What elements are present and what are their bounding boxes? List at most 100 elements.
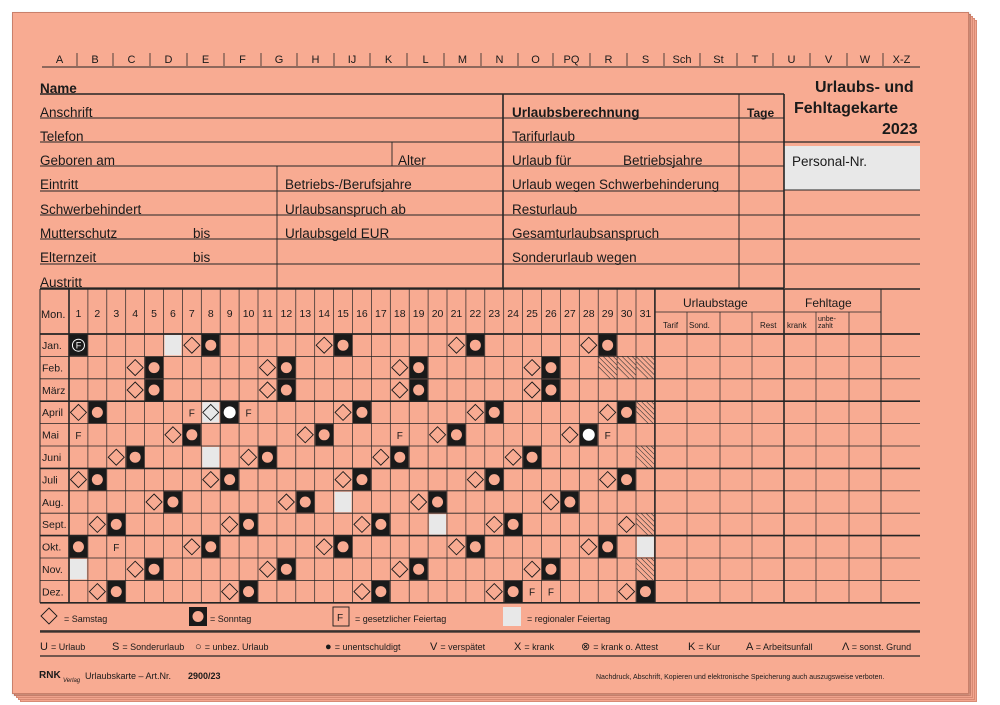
field-geboren: Geboren am — [40, 153, 116, 168]
absence-code-symbol: K — [688, 641, 699, 653]
sunday-dot — [469, 339, 481, 351]
saturday-diamond — [88, 515, 106, 534]
absence-code: V = verspätet — [430, 642, 485, 653]
sunday-dot — [205, 339, 217, 351]
saturday-diamond — [107, 448, 125, 466]
sunday-dot — [545, 384, 557, 396]
day-number-header: 27 — [564, 308, 576, 320]
absence-code: K = Kur — [688, 642, 720, 653]
regional-holiday-fill — [429, 514, 446, 535]
day-number-header: 7 — [189, 308, 195, 320]
sunday-dot — [110, 586, 122, 598]
field-telefon: Telefon — [40, 129, 84, 144]
hatched-cell — [598, 356, 618, 379]
hatch-line — [640, 513, 655, 528]
hatch-line — [656, 401, 678, 423]
sunday-dot — [148, 563, 160, 575]
personal-nr-box[interactable] — [784, 146, 920, 190]
hatch-line — [598, 365, 611, 379]
month-col-header: Mon. — [41, 309, 66, 321]
sunday-dot — [507, 518, 519, 530]
saturday-diamond — [580, 336, 598, 354]
sunday-dot — [129, 451, 141, 463]
field-mutterschutz-bis: bis — [193, 226, 211, 241]
sunday-dot — [602, 339, 614, 351]
hatch-line — [636, 405, 654, 424]
saturday-diamond — [561, 426, 579, 444]
saturday-diamond — [69, 403, 88, 422]
month-label: Okt. — [42, 542, 61, 554]
absence-code-symbol: ⊗ — [581, 641, 594, 653]
hatch-line — [645, 446, 655, 456]
saturday-diamond — [485, 515, 503, 534]
day-number-header: 11 — [262, 308, 273, 320]
column-letter: H — [312, 54, 320, 66]
hatch-line — [656, 446, 678, 468]
sunday-dot — [375, 586, 387, 598]
holiday-letter: F — [548, 588, 554, 599]
sunday-dot — [167, 496, 179, 508]
column-letter: V — [825, 54, 833, 66]
ub-row-urlaub-fuer: Urlaub für — [512, 153, 572, 168]
absence-code-symbol: S — [112, 641, 123, 653]
ub-betriebsjahre: Betriebsjahre — [623, 153, 703, 168]
legend-samstag: = Samstag — [64, 614, 108, 624]
absence-code-text: = Sonderurlaub — [122, 642, 185, 652]
column-letter: D — [165, 54, 173, 66]
absence-code-text: = verspätet — [440, 642, 486, 652]
field-elternzeit-bis: bis — [193, 250, 211, 265]
regional-holiday-fill — [637, 536, 654, 557]
saturday-diamond — [239, 448, 258, 466]
sunday-dot — [621, 474, 633, 486]
column-letter: N — [496, 54, 504, 66]
hatch-line — [636, 455, 649, 469]
saturday-diamond — [183, 336, 201, 354]
saturday-diamond — [599, 470, 617, 489]
saturday-diamond — [353, 582, 371, 601]
sunday-dot — [243, 586, 255, 598]
field-urlaubsgeld: Urlaubsgeld EUR — [285, 226, 390, 241]
hatch-line — [636, 517, 654, 536]
sub-header-unbezahlt: unbe-zahlt — [818, 316, 836, 330]
absence-code-text: = krank — [524, 642, 555, 652]
absence-code-symbol: V — [430, 641, 441, 653]
hatch-line — [650, 513, 655, 518]
legend-sonntag: = Sonntag — [210, 614, 252, 624]
absence-code-text: = Arbeitsunfall — [755, 642, 813, 652]
field-schwerbehindert: Schwerbehindert — [40, 202, 142, 217]
sunday-dot — [545, 362, 557, 374]
absence-code: ● = unentschuldigt — [325, 642, 401, 653]
month-label: April — [42, 407, 63, 419]
publisher-logo: RNK — [39, 670, 61, 681]
day-number-header: 14 — [318, 308, 330, 320]
day-number-header: 2 — [94, 308, 100, 320]
hatch-line — [656, 513, 678, 535]
month-label: Juli — [42, 474, 58, 486]
column-letter: PQ — [564, 54, 580, 66]
month-label: Jan. — [42, 340, 62, 352]
field-elternzeit: Elternzeit — [40, 250, 97, 265]
publisher-logo-sub: Verlag — [63, 678, 81, 684]
saturday-diamond — [428, 426, 447, 444]
day-number-header: 4 — [132, 308, 138, 320]
sunday-dot — [186, 429, 198, 441]
saturday-diamond — [164, 426, 182, 444]
fehltage-header: Fehltage — [805, 296, 852, 310]
day-number-header: 12 — [281, 308, 293, 320]
hatch-line — [636, 567, 649, 581]
holiday-letter: F — [245, 408, 251, 419]
saturday-diamond — [485, 582, 503, 601]
absence-code-text: = unentschuldigt — [334, 642, 401, 652]
saturday-diamond — [353, 515, 371, 534]
sunday-dot — [413, 362, 425, 374]
sunday-dot — [91, 474, 103, 486]
legend-feiertag-letter: F — [337, 613, 344, 624]
column-letter: X-Z — [893, 54, 911, 66]
saturday-diamond — [221, 515, 239, 534]
month-label: März — [42, 385, 65, 397]
column-letter: L — [422, 54, 428, 66]
absence-code-text: = Urlaub — [51, 642, 86, 652]
sunday-dot — [224, 474, 236, 486]
day-number-header: 15 — [337, 308, 349, 320]
hatched-cell — [636, 446, 678, 469]
